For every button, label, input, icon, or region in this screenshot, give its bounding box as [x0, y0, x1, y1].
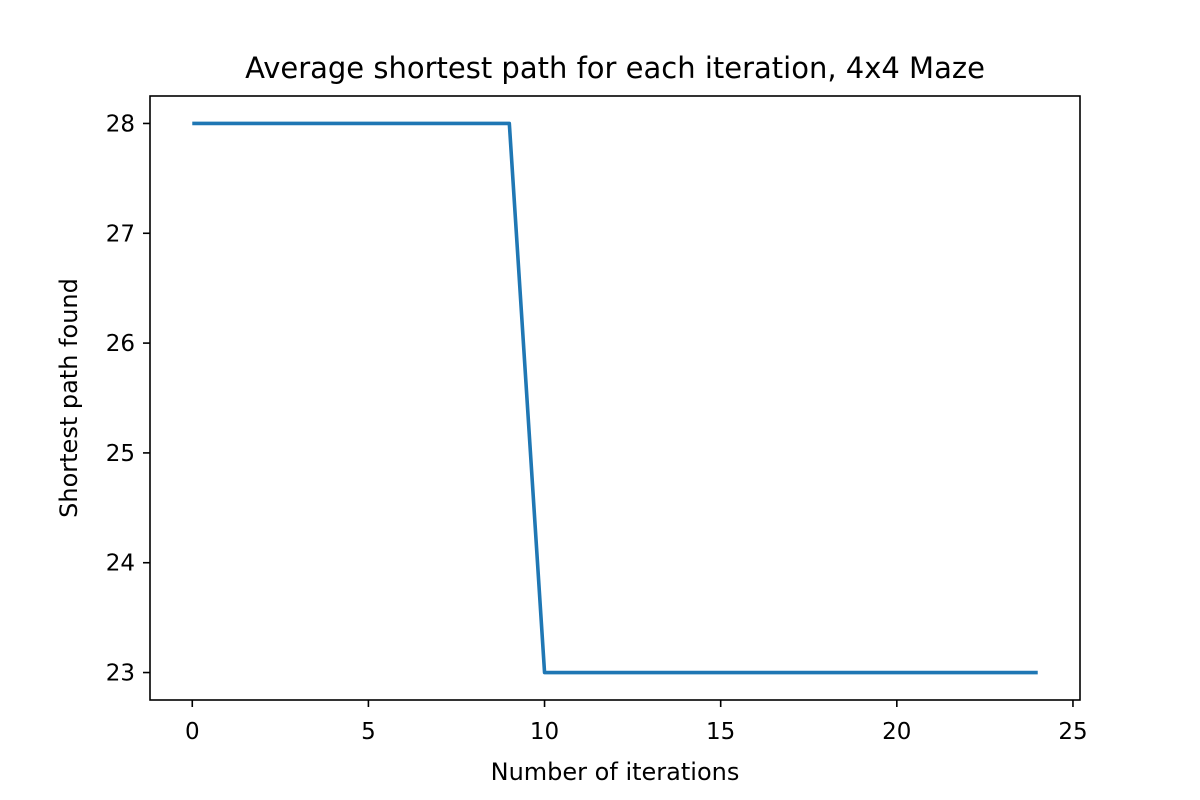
y-tick-label: 28	[106, 111, 135, 137]
y-tick-label: 25	[106, 441, 135, 467]
y-tick-label: 23	[106, 661, 135, 687]
x-axis-label: Number of iterations	[491, 758, 740, 786]
x-tick-label: 15	[706, 719, 735, 745]
chart-title: Average shortest path for each iteration…	[245, 51, 985, 85]
series-line-0	[192, 121, 1038, 675]
y-tick-label: 27	[106, 221, 135, 247]
x-tick-label: 10	[530, 719, 559, 745]
y-tick-label: 26	[106, 331, 135, 357]
series-layer	[192, 121, 1038, 675]
axes-frame	[149, 95, 1081, 701]
x-tick-label: 25	[1058, 719, 1087, 745]
y-axis-label: Shortest path found	[55, 278, 83, 518]
y-axis-ticks: 23 24 25 26 27 28	[106, 111, 150, 687]
x-tick-label: 5	[361, 719, 376, 745]
x-axis-ticks: 0 5 10 15 20 25	[185, 700, 1088, 745]
x-tick-label: 0	[185, 719, 200, 745]
y-tick-label: 24	[106, 551, 135, 577]
x-tick-label: 20	[882, 719, 911, 745]
plot-area	[149, 95, 1081, 701]
